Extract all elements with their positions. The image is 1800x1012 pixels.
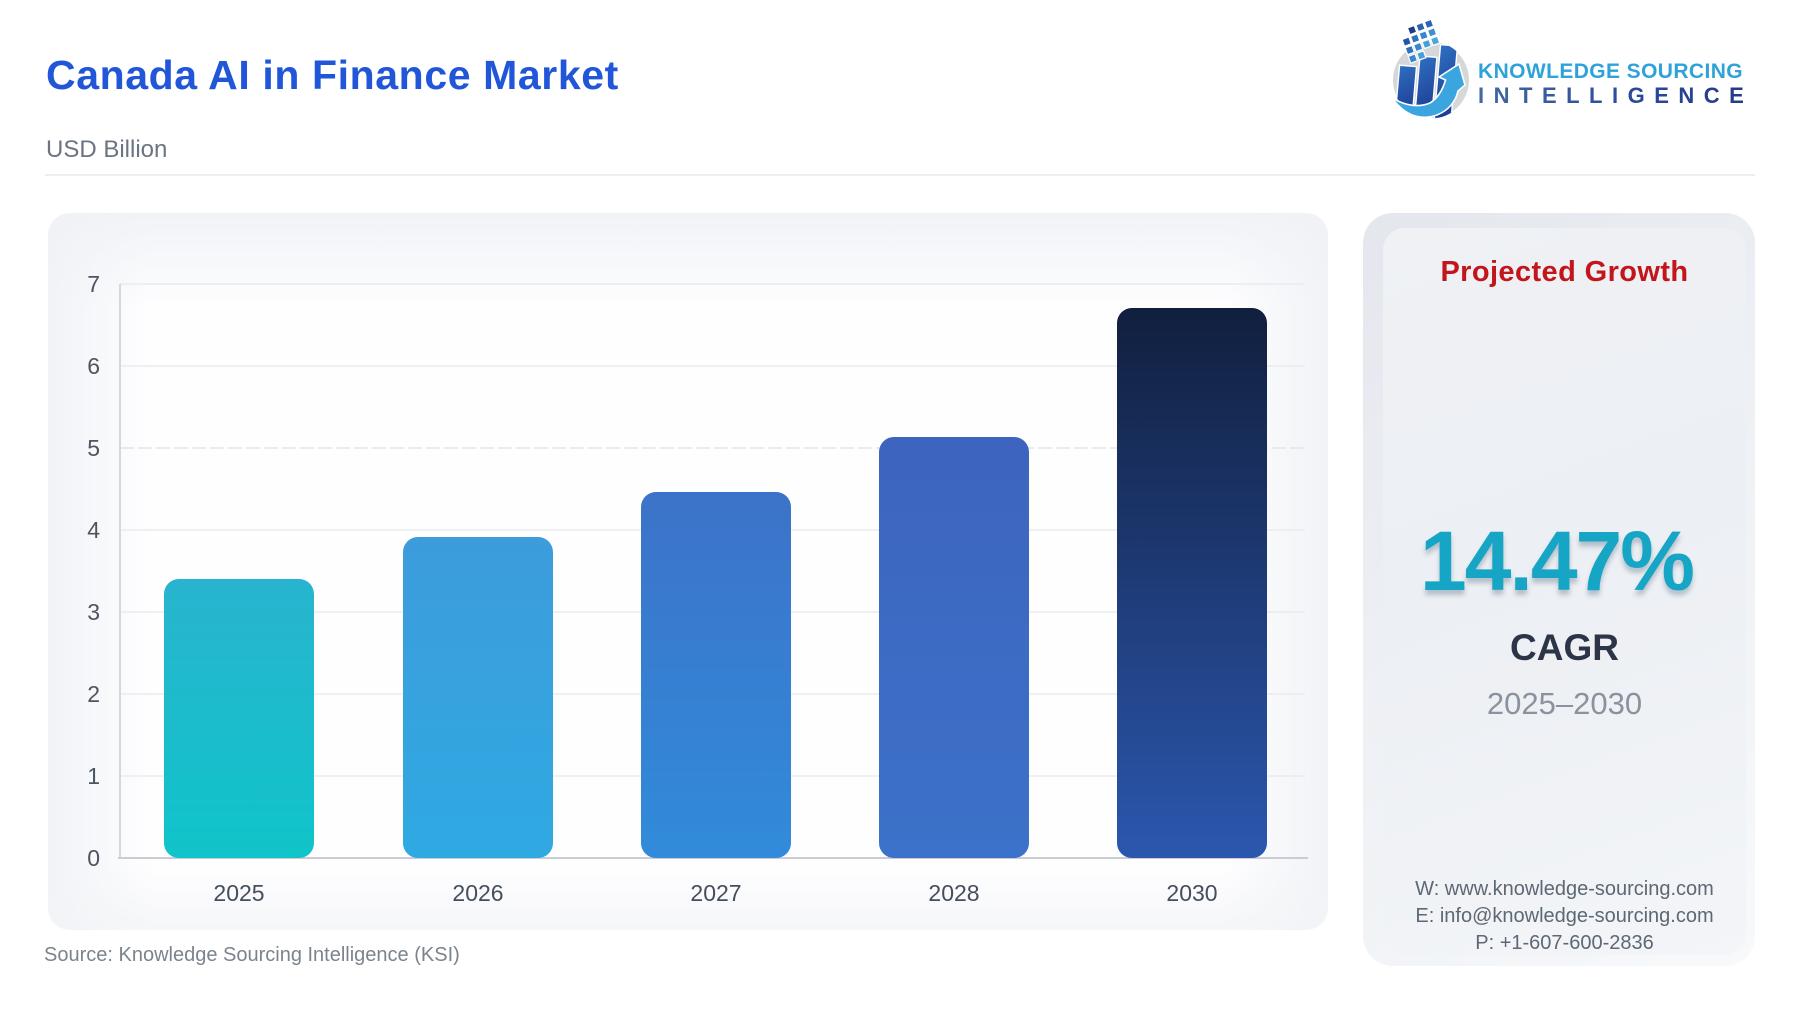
svg-text:1: 1: [87, 763, 100, 789]
svg-text:2030: 2030: [1166, 880, 1217, 906]
svg-text:0: 0: [87, 845, 100, 871]
svg-text:INTELLIGENCE: INTELLIGENCE: [1478, 83, 1753, 108]
svg-text:2: 2: [87, 681, 100, 707]
svg-text:5: 5: [87, 435, 100, 461]
svg-text:3: 3: [87, 599, 100, 625]
svg-text:2026: 2026: [452, 880, 503, 906]
svg-text:2028: 2028: [928, 880, 979, 906]
svg-text:KNOWLEDGE SOURCING: KNOWLEDGE SOURCING: [1478, 60, 1743, 83]
svg-text:4: 4: [87, 517, 100, 543]
svg-text:7: 7: [87, 271, 100, 297]
svg-text:6: 6: [87, 353, 100, 379]
svg-text:2025: 2025: [213, 880, 264, 906]
svg-text:2027: 2027: [690, 880, 741, 906]
